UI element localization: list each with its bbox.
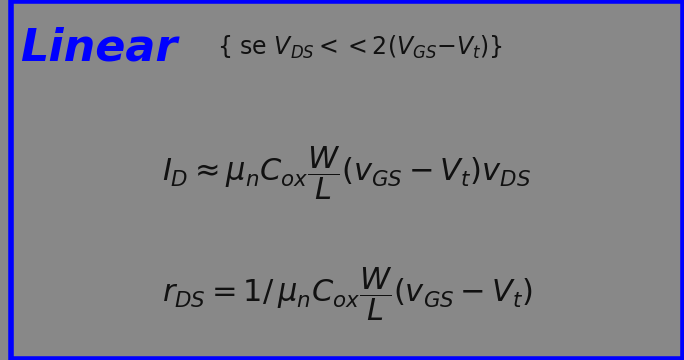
Text: $I_D \approx \mu_n C_{ox} \dfrac{W}{L}(v_{GS} - V_t)v_{DS}$: $I_D \approx \mu_n C_{ox} \dfrac{W}{L}(v… bbox=[162, 144, 531, 202]
Text: $r_{DS} = 1/\,\mu_n C_{ox} \dfrac{W}{L}(v_{GS} - V_t)$: $r_{DS} = 1/\,\mu_n C_{ox} \dfrac{W}{L}(… bbox=[161, 266, 532, 323]
Text: Linear: Linear bbox=[20, 26, 177, 69]
Text: $\{$ se $V_{DS} << 2(V_{GS}{-}V_t)\}$: $\{$ se $V_{DS} << 2(V_{GS}{-}V_t)\}$ bbox=[218, 34, 503, 62]
FancyBboxPatch shape bbox=[11, 1, 683, 359]
